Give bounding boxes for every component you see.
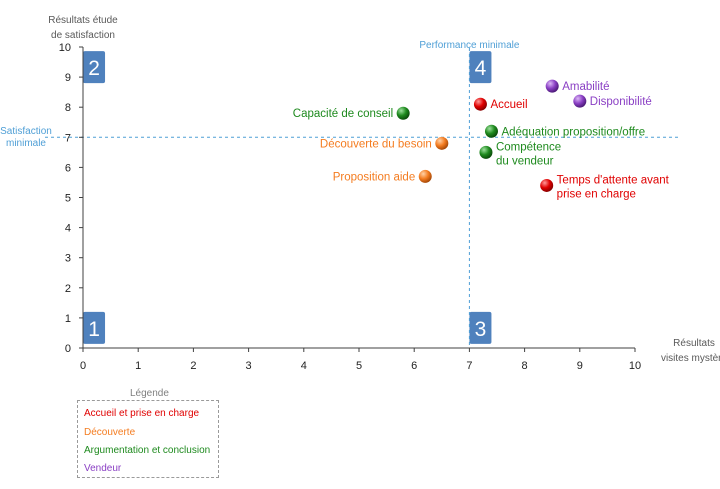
quadrant-label: 1 <box>88 318 100 341</box>
quadrant-box <box>83 51 106 84</box>
data-label: Adéquation proposition/offre <box>501 126 645 138</box>
y-tick-label: 0 <box>65 343 71 355</box>
data-label: Amabilité <box>562 81 609 93</box>
y-axis-title: Résultats étude de satisfaction <box>48 15 118 41</box>
legend-item-argumentation: Argumentation et conclusion <box>84 445 211 456</box>
data-label: Découverte du besoin <box>320 138 432 150</box>
x-tick-label: 0 <box>80 360 86 372</box>
y-tick-label: 6 <box>65 162 71 174</box>
data-point <box>484 124 498 138</box>
legend-box <box>77 400 219 478</box>
data-point <box>545 79 559 93</box>
quadrant-label: 2 <box>88 57 100 80</box>
legend-item-accueil: Accueil et prise en charge <box>84 408 200 419</box>
x-tick-label: 7 <box>466 360 472 372</box>
y-tick-label: 8 <box>65 102 71 114</box>
quadrant-label: 3 <box>475 318 487 341</box>
y-tick-label: 4 <box>65 223 71 235</box>
data-label: Accueil <box>490 99 527 111</box>
data-point <box>418 169 432 183</box>
x-tick-label: 4 <box>301 360 307 372</box>
data-label: Disponibilité <box>590 96 652 108</box>
x-tick-label: 10 <box>629 360 641 372</box>
data-point <box>540 178 554 192</box>
threshold-label-y: Satisfaction minimale <box>0 126 52 149</box>
y-tick-label: 1 <box>65 313 71 325</box>
data-point <box>479 145 493 159</box>
data-point <box>573 94 587 108</box>
x-tick-label: 5 <box>356 360 362 372</box>
y-tick-label: 3 <box>65 253 71 265</box>
x-tick-label: 2 <box>190 360 196 372</box>
legend-item-decouverte: Découverte <box>84 427 136 438</box>
y-tick-label: 2 <box>65 283 71 295</box>
x-tick-label: 8 <box>522 360 528 372</box>
y-tick-label: 7 <box>65 132 71 144</box>
data-point <box>435 136 449 150</box>
quadrant-box <box>83 311 106 344</box>
data-label: Proposition aide <box>333 171 415 183</box>
legend-item-vendeur: Vendeur <box>84 463 122 474</box>
data-label: Temps d'attente avant prise en charge <box>557 174 670 200</box>
x-tick-label: 6 <box>411 360 417 372</box>
quadrant-label: 4 <box>475 57 487 80</box>
data-label: Compétence du vendeur <box>496 141 561 167</box>
y-tick-label: 9 <box>65 72 71 84</box>
data-point <box>473 97 487 111</box>
x-tick-label: 9 <box>577 360 583 372</box>
data-label: Capacité de conseil <box>293 108 393 120</box>
quadrant-box <box>469 51 492 84</box>
data-point <box>396 106 410 120</box>
y-tick-label: 10 <box>59 42 71 54</box>
x-tick-label: 1 <box>135 360 141 372</box>
quadrant-box <box>469 311 492 344</box>
legend-title: Légende <box>126 388 173 399</box>
y-tick-label: 5 <box>65 193 71 205</box>
threshold-label-x: Performance minimale <box>419 40 519 51</box>
x-tick-label: 3 <box>246 360 252 372</box>
